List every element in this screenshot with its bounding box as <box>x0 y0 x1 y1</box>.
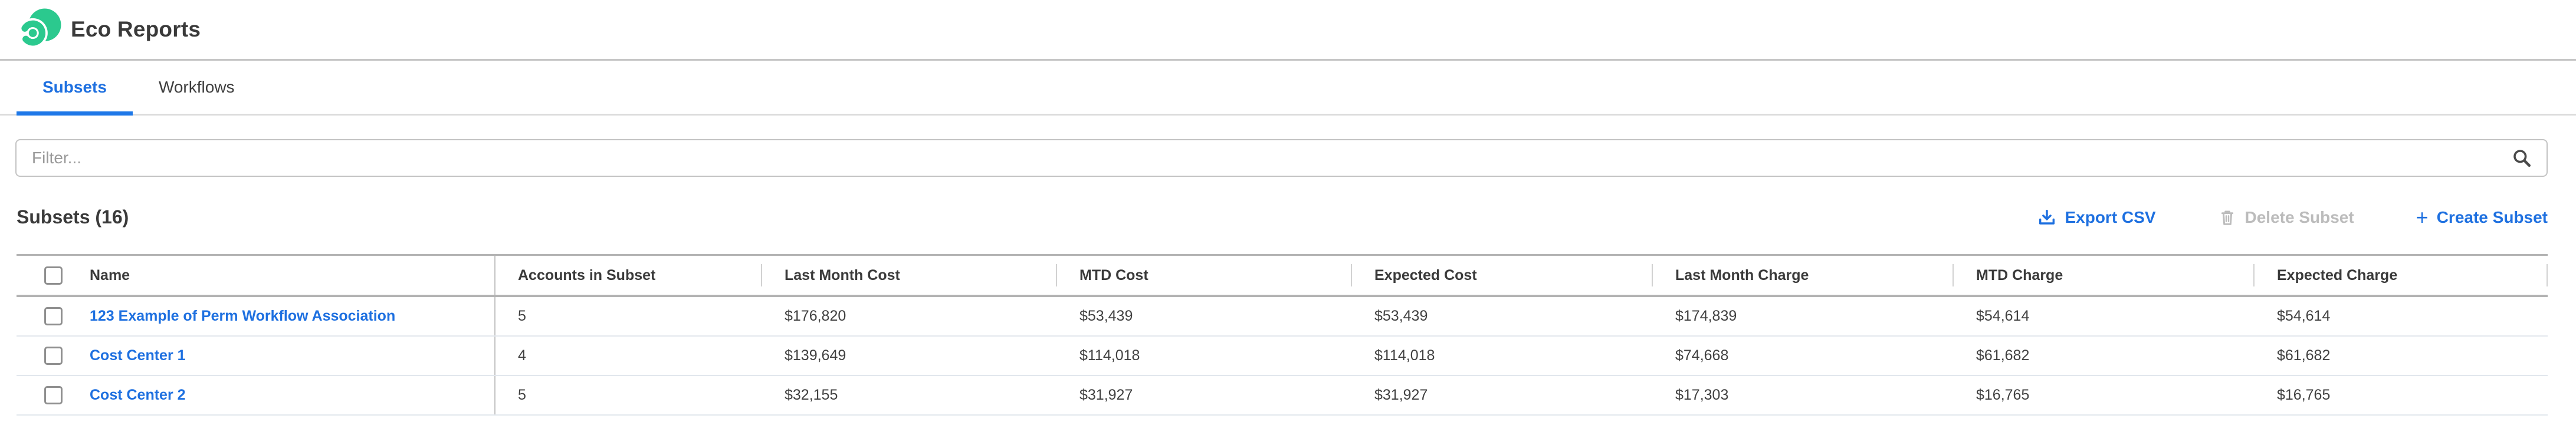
row-cell-expected-charge: $61,682 <box>2277 347 2331 364</box>
row-cell-accounts: 5 <box>494 297 761 335</box>
subsets-table: Name Accounts in Subset Last Month Cost … <box>17 254 2548 416</box>
row-cell-mtd-charge: $61,682 <box>1976 347 2030 364</box>
row-cell-mtd-cost: $31,927 <box>1079 387 1133 403</box>
row-cell-mtd-charge: $54,614 <box>1976 308 2030 324</box>
row-cell-accounts: 4 <box>494 337 761 375</box>
row-checkbox[interactable] <box>44 347 63 365</box>
row-cell-mtd-cost: $114,018 <box>1079 347 1140 364</box>
app-header: Eco Reports <box>0 0 2576 61</box>
row-cell-accounts: 5 <box>494 376 761 414</box>
row-cell-expected-cost: $31,927 <box>1374 387 1428 403</box>
section-bar: Subsets (16) Export CSV Delete Subset + … <box>17 206 2548 228</box>
download-icon <box>2039 209 2055 225</box>
create-subset-button[interactable]: + Create Subset <box>2416 205 2548 229</box>
action-buttons: Export CSV Delete Subset + Create Subset <box>2037 205 2548 229</box>
row-cell-name: Cost Center 1 <box>17 337 494 375</box>
filter-container <box>15 139 2548 177</box>
table-row: Cost Center 2 5 $32,155 $31,927 $31,927 … <box>17 376 2548 416</box>
table-header-row: Name Accounts in Subset Last Month Cost … <box>17 256 2548 297</box>
row-checkbox[interactable] <box>44 386 63 404</box>
row-cell-last-month-cost: $32,155 <box>785 387 838 403</box>
page-title: Eco Reports <box>71 17 201 41</box>
plus-icon: + <box>2416 205 2429 229</box>
row-cell-mtd-charge: $16,765 <box>1976 387 2030 403</box>
trash-icon <box>2221 210 2233 225</box>
row-cell-expected-charge: $16,765 <box>2277 387 2331 403</box>
header-cell-last-month-cost: Last Month Cost <box>761 256 1056 295</box>
row-cell-last-month-cost: $176,820 <box>785 308 846 324</box>
header-cell-mtd-cost: MTD Cost <box>1056 256 1351 295</box>
subset-name-link[interactable]: 123 Example of Perm Workflow Association <box>90 308 396 324</box>
header-name-label: Name <box>90 266 130 284</box>
delete-subset-button[interactable]: Delete Subset <box>2218 208 2354 227</box>
row-cell-expected-cost: $114,018 <box>1374 347 1435 364</box>
table-row: Cost Center 1 4 $139,649 $114,018 $114,0… <box>17 337 2548 376</box>
tab-workflows[interactable]: Workflows <box>133 61 261 114</box>
row-cell-last-month-charge: $17,303 <box>1675 387 1729 403</box>
row-cell-expected-cost: $53,439 <box>1374 308 1428 324</box>
subset-name-link[interactable]: Cost Center 2 <box>90 387 186 403</box>
filter-input[interactable] <box>15 139 2548 177</box>
header-cell-name: Name <box>17 256 494 295</box>
tab-workflows-label: Workflows <box>158 78 235 96</box>
eco-logo-icon <box>18 8 61 48</box>
row-cell-last-month-charge: $74,668 <box>1675 347 1729 364</box>
header-cell-expected-cost: Expected Cost <box>1351 256 1652 295</box>
header-cell-last-month-charge: Last Month Charge <box>1652 256 1952 295</box>
row-cell-mtd-cost: $53,439 <box>1079 308 1133 324</box>
row-cell-name: 123 Example of Perm Workflow Association <box>17 297 494 335</box>
header-cell-mtd-charge: MTD Charge <box>1952 256 2253 295</box>
row-cell-last-month-cost: $139,649 <box>785 347 846 364</box>
create-subset-label: Create Subset <box>2436 207 2548 226</box>
header-cell-accounts: Accounts in Subset <box>494 256 761 295</box>
export-csv-button[interactable]: Export CSV <box>2037 207 2156 227</box>
row-cell-name: Cost Center 2 <box>17 376 494 414</box>
section-title: Subsets (16) <box>17 206 129 228</box>
row-cell-expected-charge: $54,614 <box>2277 308 2331 324</box>
delete-subset-label: Delete Subset <box>2244 207 2354 226</box>
tab-subsets[interactable]: Subsets <box>17 61 133 116</box>
subset-name-link[interactable]: Cost Center 1 <box>90 347 186 364</box>
select-all-checkbox[interactable] <box>44 266 63 285</box>
table-row: 123 Example of Perm Workflow Association… <box>17 297 2548 337</box>
tab-bar: Subsets Workflows <box>0 61 2576 116</box>
row-cell-last-month-charge: $174,839 <box>1675 308 1737 324</box>
row-checkbox[interactable] <box>44 307 63 325</box>
header-cell-expected-charge: Expected Charge <box>2253 256 2548 295</box>
tab-subsets-label: Subsets <box>42 78 107 96</box>
export-csv-label: Export CSV <box>2065 207 2156 226</box>
